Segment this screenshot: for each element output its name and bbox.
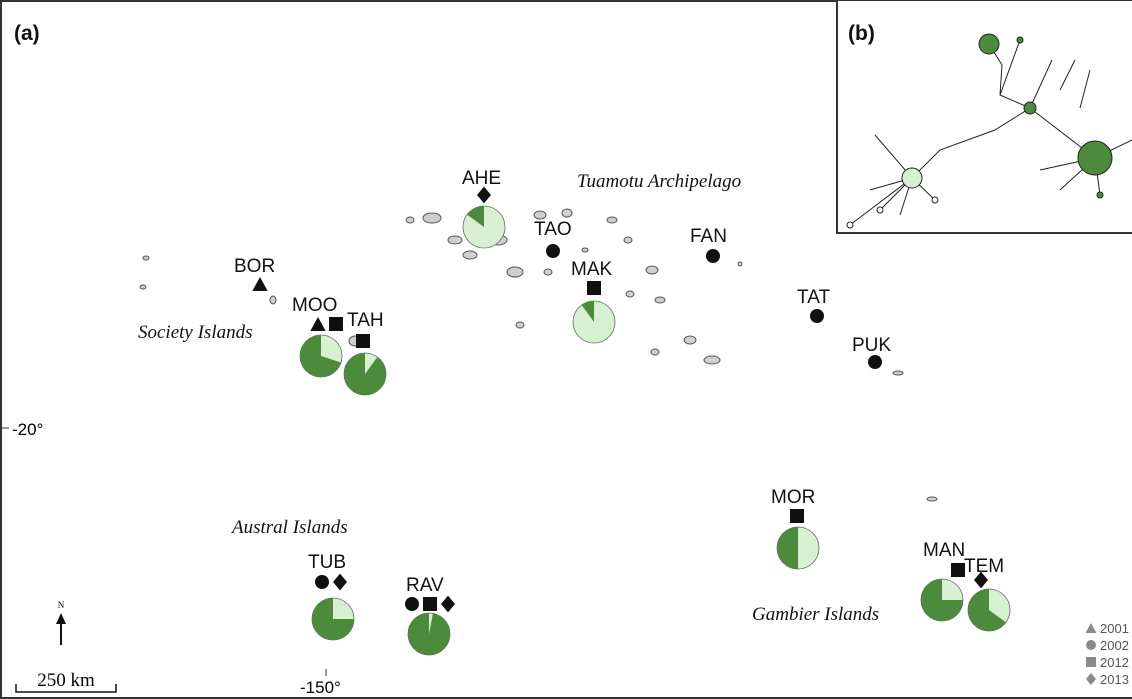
year-symbol: [706, 249, 720, 263]
year-symbol: [868, 355, 882, 369]
legend-label: 2013: [1100, 672, 1129, 687]
north-label: N: [58, 600, 65, 610]
region-label: Austral Islands: [230, 517, 348, 538]
site-label: TAO: [534, 219, 572, 240]
legend-label: 2001: [1100, 621, 1129, 636]
pie-slice: [408, 613, 451, 655]
year-symbol: [810, 309, 824, 323]
pie-slice: [968, 589, 1006, 631]
year-symbol: [1086, 673, 1096, 685]
panel-label: (a): [14, 22, 40, 45]
legend-label: 2002: [1100, 638, 1129, 653]
site-label: PUK: [852, 335, 891, 356]
year-symbol: [477, 186, 491, 204]
year-symbol: [951, 563, 965, 577]
year-symbol: [1086, 640, 1096, 650]
year-symbol: [546, 244, 560, 258]
pie-slice: [581, 301, 594, 322]
site-label: AHE: [462, 168, 501, 189]
legend-label: 2012: [1100, 655, 1129, 670]
pie-slice: [467, 206, 484, 227]
year-symbol: [1086, 657, 1096, 667]
axis-label: -150°: [300, 678, 341, 697]
site-label: TAT: [797, 287, 830, 308]
site-label: MOO: [292, 295, 337, 316]
islands: [139, 208, 938, 502]
north-arrow: [56, 613, 66, 645]
pie-slice: [343, 353, 386, 396]
site-label: RAV: [406, 575, 444, 596]
year-symbol: [423, 597, 437, 611]
site-label: MAK: [571, 259, 613, 280]
site-label: MOR: [771, 487, 815, 508]
region-label: Society Islands: [138, 322, 253, 343]
site-label: MAN: [923, 540, 965, 561]
pie-slice: [300, 335, 341, 377]
year-symbol: [310, 317, 326, 331]
scale-label: 250 km: [37, 670, 95, 691]
pie-slice: [921, 579, 963, 621]
site-label: BOR: [234, 256, 275, 277]
year-symbol: [405, 597, 419, 611]
year-symbol: [790, 509, 804, 523]
pie-slice: [312, 598, 354, 640]
site-label: TEM: [964, 556, 1004, 577]
year-symbol: [441, 595, 455, 613]
site-label: TAH: [347, 310, 384, 331]
axis-label: -20°: [12, 420, 43, 439]
year-symbol: [356, 334, 370, 348]
year-symbol: [587, 281, 601, 295]
inset: [836, 0, 1132, 234]
panel-label: (b): [848, 22, 875, 45]
sites: AHETAOMAKFANBORMOOTAHTATPUKMORTUBRAVMANT…: [234, 168, 1129, 687]
year-symbol: [315, 575, 329, 589]
year-symbol: [974, 571, 988, 589]
region-label: Gambier Islands: [752, 604, 879, 625]
pie-slice: [777, 527, 798, 569]
year-symbol: [333, 573, 347, 591]
scale-bar: [15, 684, 117, 693]
site-label: TUB: [308, 552, 346, 573]
year-symbol: [329, 317, 343, 331]
year-symbol: [1085, 623, 1097, 633]
site-label: FAN: [690, 226, 727, 247]
year-symbol: [252, 277, 268, 291]
region-label: Tuamotu Archipelago: [577, 171, 741, 192]
